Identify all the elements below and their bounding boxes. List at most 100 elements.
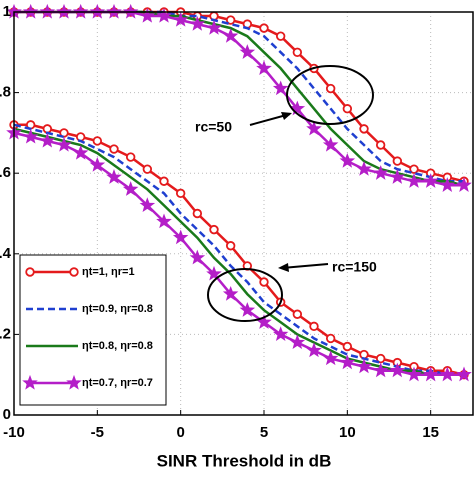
marker <box>222 28 239 43</box>
marker <box>22 128 39 144</box>
y-tick-label: 0 <box>3 406 11 423</box>
marker <box>289 334 306 350</box>
marker <box>25 267 35 277</box>
marker <box>92 136 103 146</box>
legend-label: ηt=0.9, ηr=0.8 <box>82 303 153 315</box>
legend-label: ηt=0.7, ηr=0.7 <box>82 377 153 389</box>
marker <box>175 188 186 199</box>
series-line <box>13 131 464 376</box>
marker <box>42 124 53 134</box>
marker <box>342 341 353 352</box>
marker <box>439 366 456 382</box>
marker <box>406 173 422 188</box>
x-axis-label: SINR Threshold in dB <box>157 451 332 470</box>
marker <box>306 342 322 358</box>
arrow-head <box>281 112 292 120</box>
x-tick-label: 15 <box>422 424 439 441</box>
marker <box>72 144 89 160</box>
legend-box <box>19 254 167 406</box>
marker <box>139 7 156 23</box>
marker <box>389 362 406 378</box>
y-tick-label: .4 <box>0 245 12 262</box>
marker <box>69 267 79 277</box>
y-tick-label: .8 <box>0 84 11 101</box>
marker <box>189 249 206 265</box>
marker <box>39 132 56 148</box>
marker <box>225 15 236 25</box>
y-tick-label: .2 <box>0 325 11 342</box>
marker <box>309 321 319 332</box>
marker <box>56 136 72 152</box>
marker <box>292 309 303 319</box>
legend: ηt=1, ηr=1 ηt=0.9, ηr=0.8 ηt=0.8, ηr=0.8 ηt… <box>19 254 167 406</box>
marker <box>239 302 256 317</box>
marker <box>325 333 336 344</box>
marker <box>275 31 286 41</box>
series-line <box>13 127 464 376</box>
legend-label: ηt=1, ηr=1 <box>82 266 135 278</box>
marker <box>372 165 389 180</box>
marker <box>439 177 456 192</box>
marker <box>372 362 389 378</box>
marker <box>259 23 269 33</box>
x-tick-label: -5 <box>91 424 104 441</box>
marker <box>256 60 272 76</box>
annotation: rc=50 <box>195 119 232 135</box>
x-tick-label: 10 <box>339 424 356 441</box>
marker <box>306 120 322 136</box>
marker <box>189 15 206 31</box>
marker <box>359 124 369 134</box>
marker <box>89 156 106 172</box>
marker <box>322 136 339 152</box>
marker <box>225 241 236 251</box>
arrow-head <box>278 263 289 272</box>
marker <box>66 374 82 390</box>
marker <box>289 100 306 116</box>
y-tick-label: .6 <box>0 164 11 181</box>
marker <box>342 104 353 114</box>
marker <box>156 213 172 229</box>
marker <box>456 366 472 382</box>
series-line <box>14 10 464 183</box>
marker <box>375 353 386 364</box>
marker <box>356 161 372 176</box>
marker <box>339 354 356 370</box>
marker <box>272 80 289 96</box>
marker <box>209 224 219 235</box>
marker <box>359 349 369 360</box>
marker <box>375 140 386 150</box>
x-tick-label: 0 <box>176 424 184 441</box>
marker <box>222 285 239 301</box>
marker <box>106 169 122 184</box>
x-tick-label: -10 <box>3 424 25 441</box>
marker <box>139 197 156 213</box>
marker <box>422 173 439 188</box>
plot-frame <box>13 11 474 416</box>
marker <box>259 277 269 287</box>
marker <box>172 11 189 27</box>
legend-label: ηt=0.8, ηr=0.8 <box>82 340 153 352</box>
marker <box>392 156 403 166</box>
marker <box>356 358 372 374</box>
x-tick-label: 5 <box>260 424 268 441</box>
series-line <box>13 123 464 376</box>
marker <box>325 83 336 94</box>
marker <box>192 208 203 219</box>
marker <box>239 44 256 59</box>
marker <box>406 366 422 382</box>
ellipse <box>207 268 283 322</box>
marker <box>125 152 136 162</box>
marker <box>109 144 119 154</box>
marker <box>206 265 222 281</box>
marker <box>339 152 356 168</box>
marker <box>159 176 169 186</box>
marker <box>122 181 139 196</box>
y-tick-label: 1 <box>3 3 11 20</box>
marker <box>156 7 172 23</box>
marker <box>456 177 472 192</box>
marker <box>422 366 439 382</box>
marker <box>409 164 419 174</box>
marker <box>142 164 153 174</box>
